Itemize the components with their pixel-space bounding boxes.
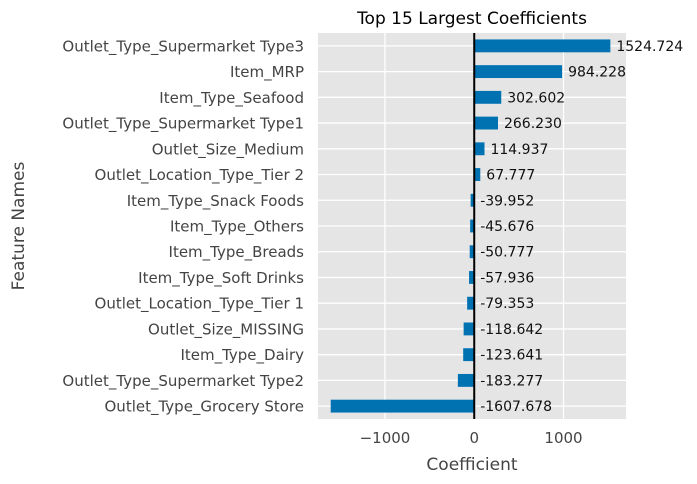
data-label: -123.641 xyxy=(480,348,543,364)
bar xyxy=(463,322,475,336)
data-label: 302.602 xyxy=(507,90,565,106)
category-label: Item_Type_Seafood xyxy=(159,89,304,108)
category-label: Item_Type_Dairy xyxy=(180,346,304,365)
data-label: -57.936 xyxy=(480,270,534,286)
category-label: Item_Type_Snack Foods xyxy=(127,192,304,211)
bar xyxy=(474,39,611,53)
bar xyxy=(469,271,475,284)
category-label: Outlet_Location_Type_Tier 1 xyxy=(95,295,304,314)
bar xyxy=(470,219,475,233)
category-label: Outlet_Type_Supermarket Type3 xyxy=(62,37,304,56)
data-label: -118.642 xyxy=(480,322,543,338)
category-label: Outlet_Type_Grocery Store xyxy=(105,398,305,417)
category-label: Item_Type_Soft Drinks xyxy=(138,269,304,288)
category-label: Item_Type_Breads xyxy=(169,243,305,262)
data-label: 984.228 xyxy=(568,65,626,81)
category-labels: Outlet_Type_Supermarket Type3 Item_MRP Ite… xyxy=(62,37,304,416)
category-label: Outlet_Size_Medium xyxy=(152,140,304,159)
data-label: -45.676 xyxy=(480,219,534,235)
category-label: Outlet_Size_MISSING xyxy=(148,320,304,339)
bar xyxy=(474,65,563,79)
category-label: Item_Type_Others xyxy=(170,218,304,237)
category-label: Item_MRP xyxy=(230,63,304,82)
category-label: Outlet_Type_Supermarket Type1 xyxy=(62,115,304,134)
chart-title: Top 15 Largest Coefficients xyxy=(356,9,587,29)
data-label: -39.952 xyxy=(480,193,534,209)
x-tick-label: −1000 xyxy=(360,429,411,447)
x-axis-label: Coefficient xyxy=(426,455,517,475)
bars xyxy=(330,39,611,413)
data-label: -50.777 xyxy=(480,245,534,261)
bar xyxy=(457,373,475,387)
y-axis-label: Feature Names xyxy=(9,162,29,291)
data-label: -79.353 xyxy=(480,296,534,312)
bar xyxy=(469,245,475,259)
bar xyxy=(467,296,475,310)
data-label: -183.277 xyxy=(480,373,543,389)
x-tick-label: 0 xyxy=(469,429,479,447)
bar xyxy=(330,399,475,413)
category-label: Outlet_Type_Supermarket Type2 xyxy=(62,372,304,391)
bar xyxy=(463,348,475,362)
data-label: 266.230 xyxy=(504,116,562,132)
x-tick-label: 1000 xyxy=(544,429,582,447)
data-label: 1524.724 xyxy=(616,39,683,55)
bar xyxy=(474,116,498,130)
category-label: Outlet_Location_Type_Tier 2 xyxy=(95,166,304,185)
data-label: 114.937 xyxy=(490,142,548,158)
bar xyxy=(470,193,475,207)
data-label: -1607.678 xyxy=(480,399,552,415)
bar xyxy=(474,90,502,104)
bar xyxy=(474,168,481,181)
data-label: 67.777 xyxy=(486,168,535,184)
bar xyxy=(474,142,485,156)
x-tick-labels: −1000 0 1000 xyxy=(360,429,583,447)
